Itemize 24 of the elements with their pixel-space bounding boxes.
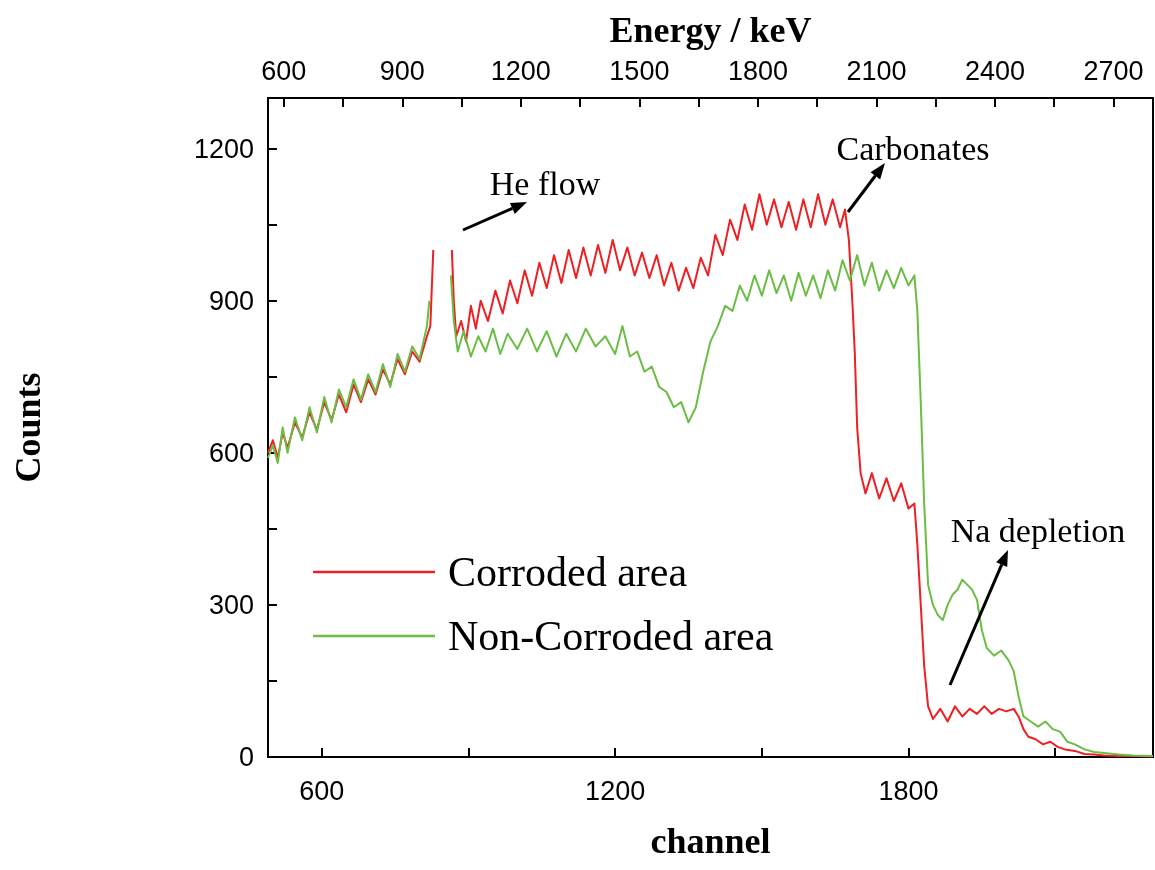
- annotation: Carbonates: [836, 129, 990, 167]
- y-tick-label: 1200: [193, 133, 254, 164]
- y-tick-label: 300: [208, 589, 254, 620]
- x2-tick-label: 1500: [609, 55, 670, 86]
- x2-tick-label: 2100: [846, 55, 907, 86]
- y-tick-label: 0: [238, 742, 254, 772]
- x2-tick-label: 600: [261, 55, 307, 86]
- annotation: Na depletion: [950, 511, 1126, 549]
- y-tick-label: 600: [208, 437, 254, 468]
- x2-tick-label: 2700: [1083, 55, 1144, 86]
- x-tick-label: 600: [299, 775, 345, 806]
- y-axis-title: Counts: [8, 372, 48, 483]
- x2-tick-label: 1800: [727, 55, 788, 86]
- legend-label: Non-Corroded area: [448, 613, 774, 659]
- x2-tick-label: 2400: [964, 55, 1025, 86]
- x2-tick-label: 900: [379, 55, 425, 86]
- x-axis-title: channel: [650, 821, 771, 861]
- y-tick-label: 900: [208, 285, 254, 316]
- legend-label: Corroded area: [448, 549, 688, 595]
- x2-axis-title: Energy / keV: [609, 10, 812, 50]
- annotation: He flow: [489, 164, 601, 202]
- x2-tick-label: 1200: [490, 55, 551, 86]
- x-tick-label: 1200: [585, 775, 646, 806]
- x-tick-label: 1800: [878, 775, 939, 806]
